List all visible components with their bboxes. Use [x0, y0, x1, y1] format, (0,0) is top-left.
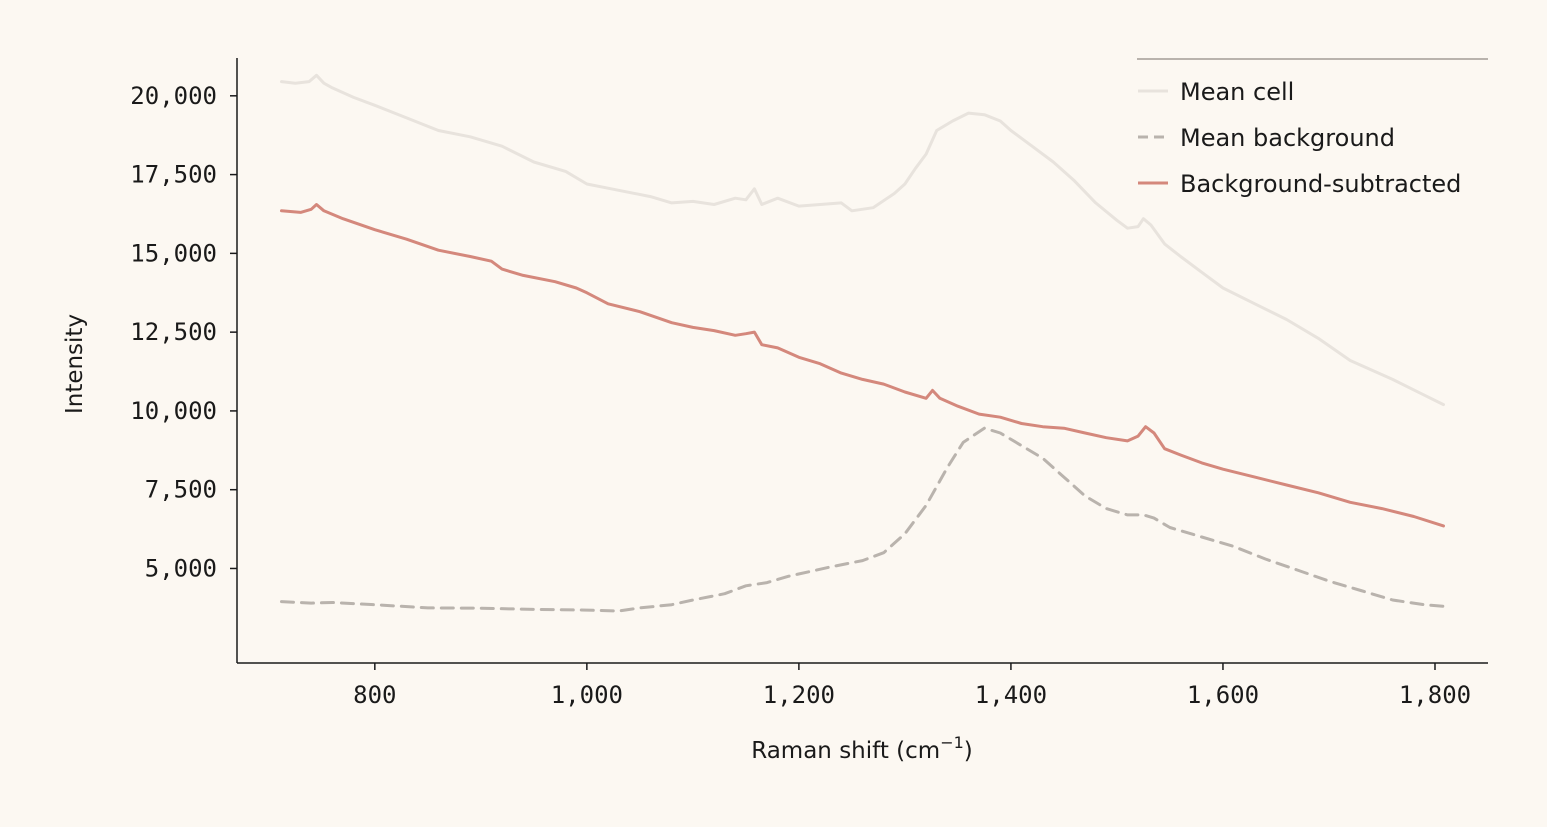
x-tick-label: 1,600 — [1187, 681, 1259, 709]
series-line-background-subtracted — [280, 203, 1445, 528]
x-tick-label: 1,000 — [551, 681, 623, 709]
y-tick-label: 10,000 — [130, 397, 217, 425]
series-line-mean-background — [280, 426, 1445, 613]
legend-label: Mean background — [1180, 124, 1395, 152]
y-tick-label: 15,000 — [130, 239, 217, 267]
x-tick-label: 1,400 — [975, 681, 1047, 709]
y-tick-label: 12,500 — [130, 318, 217, 346]
legend-label: Mean cell — [1180, 78, 1294, 106]
series-layer — [280, 73, 1445, 613]
x-tick-label: 1,200 — [763, 681, 835, 709]
y-tick-label: 17,500 — [130, 161, 217, 189]
legend: Mean cell Mean background Background-subtr… — [1137, 58, 1488, 198]
x-axis-title-superscript: −1 — [940, 733, 964, 752]
y-tick-label: 5,000 — [145, 554, 217, 582]
legend-label: Background-subtracted — [1180, 170, 1461, 198]
x-tick-label: 1,800 — [1399, 681, 1471, 709]
series-line-mean-cell — [280, 73, 1445, 407]
x-axis: 800 1,000 1,200 1,400 1,600 1,800 — [237, 662, 1488, 709]
x-tick-label: 800 — [353, 681, 396, 709]
y-tick-label: 20,000 — [130, 82, 217, 110]
y-axis-title: Intensity — [62, 314, 88, 414]
y-axis: 5,000 7,500 10,000 12,500 15,000 17,500 20,000 — [130, 58, 238, 663]
y-tick-label: 7,500 — [145, 476, 217, 504]
x-axis-title: Raman shift (cm−1) — [751, 733, 973, 764]
